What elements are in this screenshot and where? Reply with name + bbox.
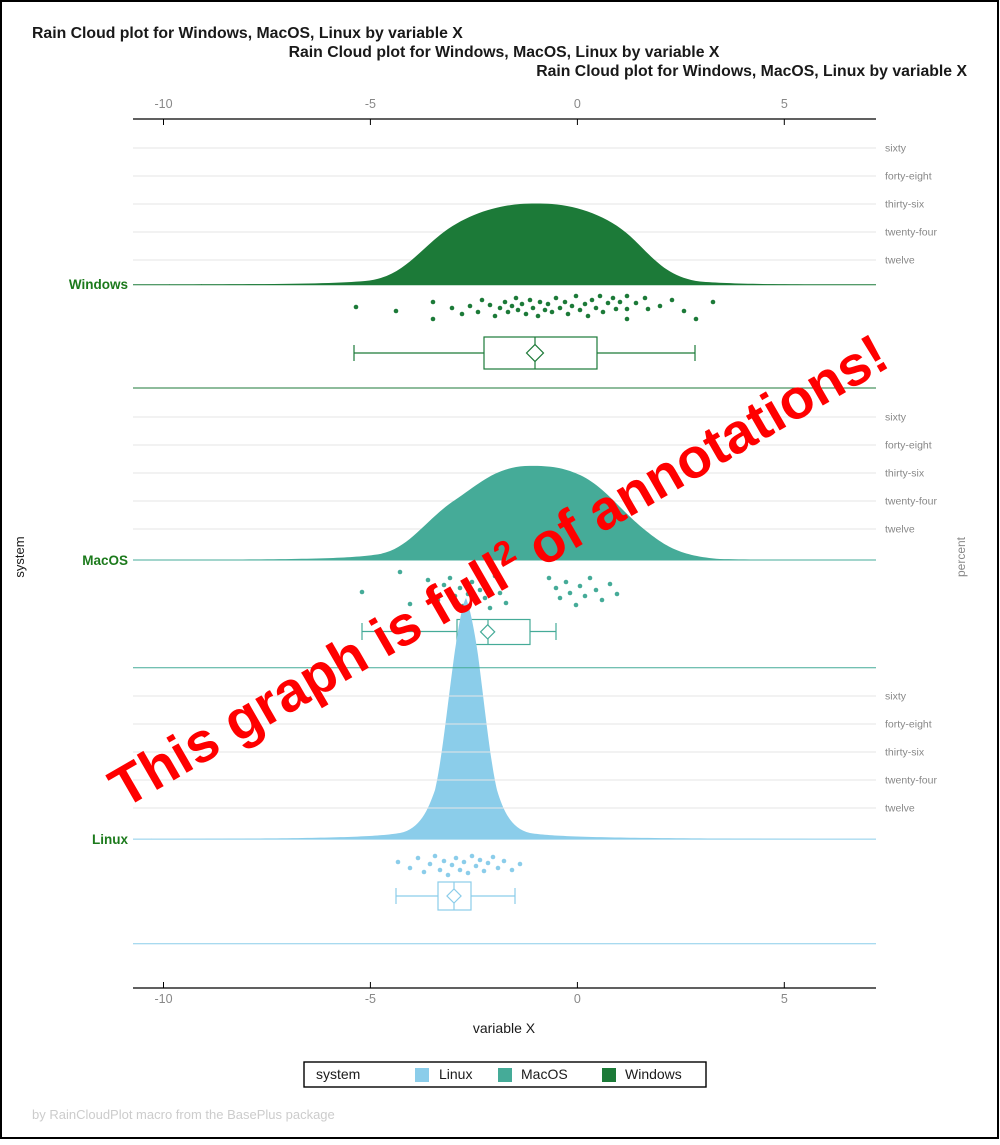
svg-text:-5: -5 [365, 992, 376, 1006]
svg-text:twelve: twelve [885, 524, 915, 536]
svg-text:Linux: Linux [92, 832, 128, 847]
svg-text:-5: -5 [365, 97, 376, 111]
svg-text:twenty-four: twenty-four [885, 227, 937, 239]
svg-text:system: system [316, 1066, 360, 1082]
svg-text:sixty: sixty [885, 412, 907, 424]
svg-text:thirty-six: thirty-six [885, 747, 925, 759]
svg-text:Windows: Windows [625, 1066, 682, 1082]
svg-text:thirty-six: thirty-six [885, 468, 925, 480]
svg-text:-10: -10 [154, 992, 172, 1006]
svg-text:system: system [12, 536, 27, 577]
svg-text:twenty-four: twenty-four [885, 775, 937, 787]
svg-text:twelve: twelve [885, 255, 915, 267]
svg-text:twenty-four: twenty-four [885, 496, 937, 508]
svg-text:5: 5 [781, 97, 788, 111]
svg-text:forty-eight: forty-eight [885, 171, 932, 183]
svg-text:percent: percent [954, 536, 968, 577]
svg-text:sixty: sixty [885, 143, 907, 155]
svg-text:Linux: Linux [439, 1066, 472, 1082]
svg-text:MacOS: MacOS [82, 553, 128, 568]
svg-text:Rain Cloud plot for Windows, M: Rain Cloud plot for Windows, MacOS, Linu… [289, 44, 720, 61]
svg-text:Rain Cloud plot for Windows, M: Rain Cloud plot for Windows, MacOS, Linu… [536, 63, 967, 80]
svg-text:-10: -10 [154, 97, 172, 111]
svg-text:5: 5 [781, 992, 788, 1006]
svg-text:Rain Cloud plot for Windows, M: Rain Cloud plot for Windows, MacOS, Linu… [32, 25, 463, 42]
svg-text:Windows: Windows [69, 277, 128, 292]
svg-text:forty-eight: forty-eight [885, 719, 932, 731]
svg-text:variable X: variable X [473, 1020, 536, 1036]
svg-text:thirty-six: thirty-six [885, 199, 925, 211]
svg-text:forty-eight: forty-eight [885, 440, 932, 452]
svg-text:0: 0 [574, 97, 581, 111]
svg-text:twelve: twelve [885, 803, 915, 815]
svg-text:sixty: sixty [885, 691, 907, 703]
svg-text:MacOS: MacOS [521, 1066, 568, 1082]
svg-text:by RainCloudPlot macro from th: by RainCloudPlot macro from the BasePlus… [32, 1107, 335, 1122]
svg-text:0: 0 [574, 992, 581, 1006]
